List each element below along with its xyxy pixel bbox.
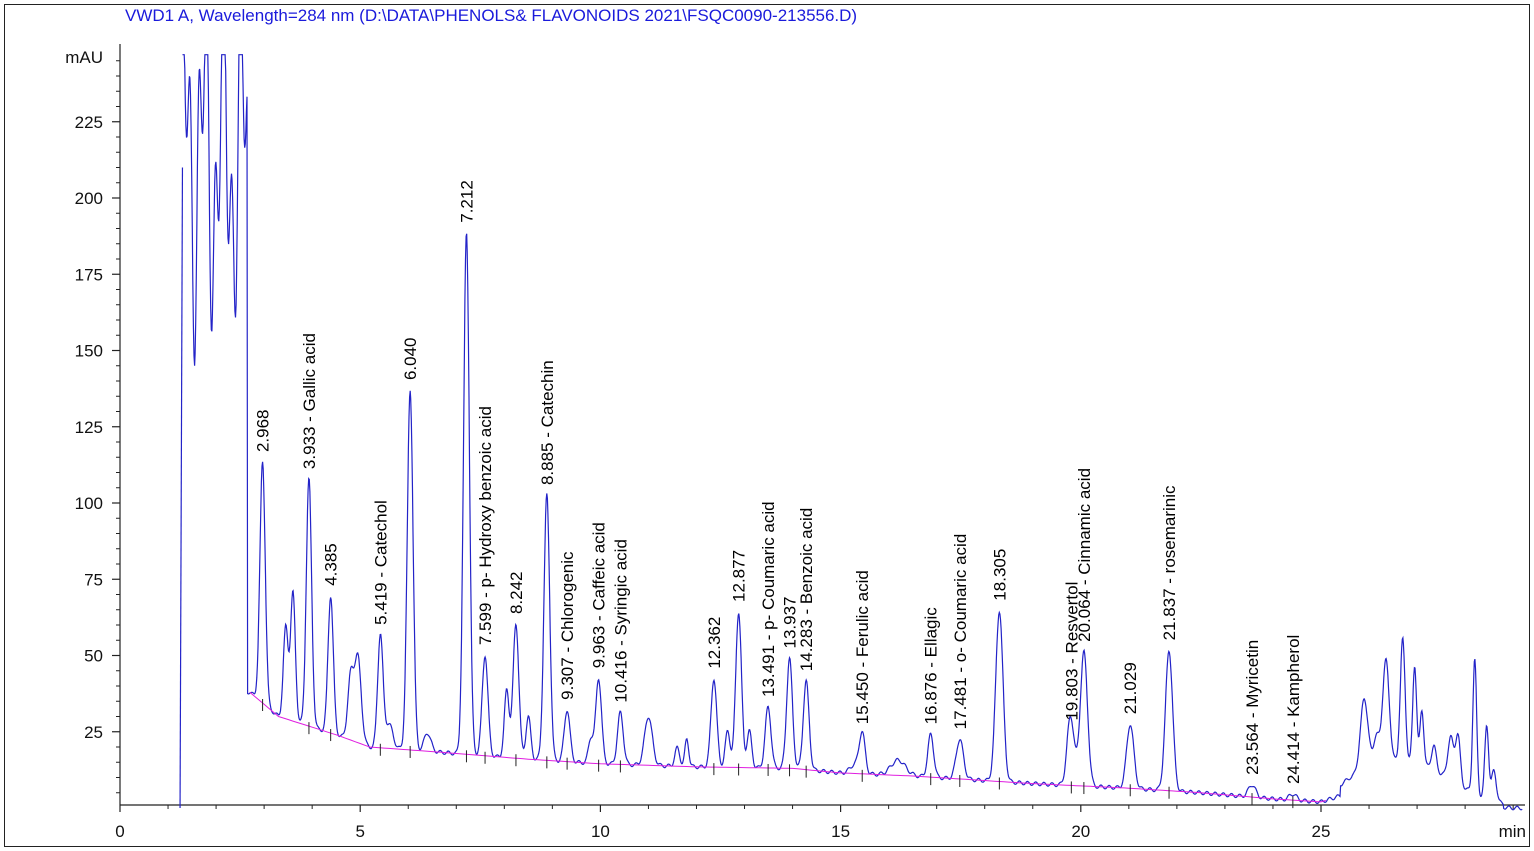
x-tick-label: 20 (1071, 822, 1090, 841)
peak-label: 3.933 - Gallic acid (300, 333, 319, 469)
peak-label: 13.491 - p- Coumaric acid (759, 501, 778, 697)
peak-label: 13.937 (781, 597, 800, 649)
y-tick-label: 100 (75, 494, 103, 513)
peak-label: 5.419 - Catechol (371, 500, 390, 625)
x-tick-label: 5 (355, 822, 364, 841)
peak-label: 8.242 (507, 571, 526, 614)
x-tick-label: 15 (831, 822, 850, 841)
peak-label: 7.599 - p- Hydroxy benzoic acid (476, 406, 495, 645)
peak-label: 9.307 - Chlorogenic (558, 551, 577, 700)
peak-label: 12.877 (730, 550, 749, 602)
peak-label: 9.963 - Caffeic acid (590, 522, 609, 668)
peak-labels: 2.968 3.933 - Gallic acid 4.385 5.419 - Cat… (254, 180, 1303, 809)
injection-spike (179, 167, 184, 809)
peak-label: 18.305 (990, 549, 1009, 601)
peak-label: 17.481 - o- Coumaric acid (951, 534, 970, 730)
peak-label: 8.885 - Catechin (538, 360, 557, 485)
x-tick-label: 10 (591, 822, 610, 841)
peak-label: 24.414 - Kampherol (1284, 635, 1303, 784)
peak-label: 21.029 (1121, 662, 1140, 714)
peak-label: 4.385 (322, 543, 341, 586)
peak-label: 15.450 - Ferulic acid (853, 570, 872, 724)
y-tick-label: 225 (75, 113, 103, 132)
chart-title: VWD1 A, Wavelength=284 nm (D:\DATA\PHENO… (125, 6, 858, 25)
axis-ticks: 0 5 10 15 20 25 25 50 75 100 125 150 175 200 225 (75, 60, 1514, 841)
peak-label: 2.968 (254, 410, 273, 453)
peak-label: 21.837 - rosemarinic (1160, 485, 1179, 640)
integration-baseline (249, 691, 1326, 803)
x-tick-label: 0 (115, 822, 124, 841)
y-tick-label: 75 (84, 570, 103, 589)
peak-label: 7.212 (457, 180, 476, 223)
y-tick-label: 175 (75, 265, 103, 284)
y-tick-label: 125 (75, 418, 103, 437)
y-tick-label: 200 (75, 189, 103, 208)
axes: mAU min (65, 44, 1526, 841)
peak-label: 16.876 - Ellagic (922, 607, 941, 725)
peak-label: 6.040 (401, 338, 420, 381)
chart-frame (4, 4, 1530, 847)
x-axis-unit: min (1499, 822, 1526, 841)
traces (179, 54, 1523, 811)
peak-label: 19.803 - Resvertol (1062, 582, 1081, 721)
y-tick-label: 150 (75, 342, 103, 361)
x-tick-label: 25 (1312, 822, 1331, 841)
peak-label: 14.283 - Benzoic acid (797, 508, 816, 672)
peak-label: 10.416 - Syringic acid (611, 539, 630, 702)
peak-label: 20.064 - Cinnamic acid (1075, 468, 1094, 642)
peak-label: 23.564 - Myricetin (1243, 640, 1262, 775)
y-tick-label: 25 (84, 723, 103, 742)
peak-label: 12.362 (705, 617, 724, 669)
y-axis-unit: mAU (65, 48, 103, 67)
signal-trace (182, 54, 1523, 811)
y-tick-label: 50 (84, 647, 103, 666)
